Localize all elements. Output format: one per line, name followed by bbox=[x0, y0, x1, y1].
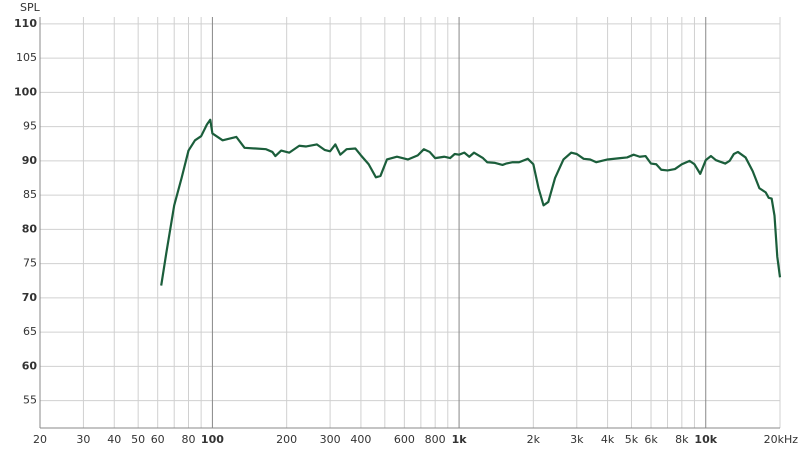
x-tick-label: 200 bbox=[276, 433, 297, 446]
x-tick-label: 800 bbox=[425, 433, 446, 446]
x-tick-label: 100 bbox=[201, 433, 224, 446]
x-tick-label: 4k bbox=[601, 433, 615, 446]
y-tick-label: 60 bbox=[22, 359, 38, 372]
y-tick-label: 65 bbox=[23, 325, 37, 338]
x-tick-label: 40 bbox=[107, 433, 121, 446]
x-tick-label: 20 bbox=[33, 433, 47, 446]
y-tick-label: 80 bbox=[22, 222, 38, 235]
x-tick-label: 2k bbox=[527, 433, 541, 446]
x-tick-label: 400 bbox=[350, 433, 371, 446]
x-tick-label: 8k bbox=[675, 433, 689, 446]
y-tick-label: 70 bbox=[22, 291, 38, 304]
x-tick-label: 3k bbox=[570, 433, 584, 446]
y-tick-label: 95 bbox=[23, 120, 37, 133]
y-tick-label: 110 bbox=[14, 17, 37, 30]
y-tick-label: 75 bbox=[23, 257, 37, 270]
x-tick-label: 5k bbox=[625, 433, 639, 446]
x-tick-label: 300 bbox=[320, 433, 341, 446]
x-tick-label: 50 bbox=[131, 433, 145, 446]
x-tick-label: 1k bbox=[452, 433, 468, 446]
x-tick-label: 60 bbox=[151, 433, 165, 446]
y-tick-label: 90 bbox=[22, 154, 38, 167]
y-tick-label: 100 bbox=[14, 85, 37, 98]
x-tick-label: 30 bbox=[76, 433, 90, 446]
y-tick-label: 105 bbox=[16, 51, 37, 64]
x-tick-label: 6k bbox=[644, 433, 658, 446]
response-line bbox=[160, 118, 782, 286]
x-tick-label: 80 bbox=[182, 433, 196, 446]
x-tick-label: 600 bbox=[394, 433, 415, 446]
x-tick-label: 20kHz bbox=[764, 433, 799, 446]
y-tick-label: 85 bbox=[23, 188, 37, 201]
x-tick-label: 10k bbox=[694, 433, 717, 446]
y-axis-label: SPL bbox=[20, 1, 41, 14]
y-tick-label: 55 bbox=[23, 394, 37, 407]
